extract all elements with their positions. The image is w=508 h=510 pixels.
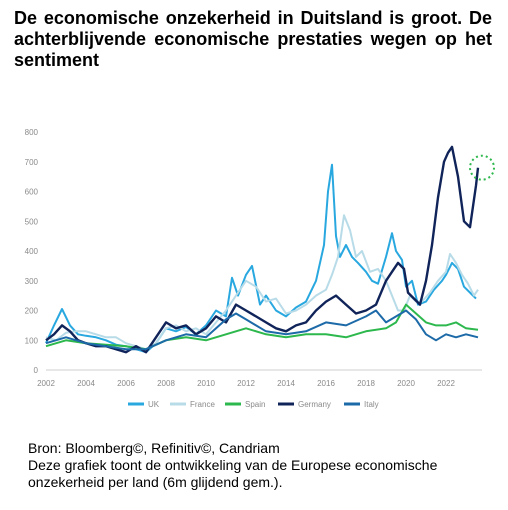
series-line-italy bbox=[45, 309, 479, 351]
footnote-text: Deze grafiek toont de ontwikkeling van d… bbox=[28, 457, 438, 490]
y-tick-label: 700 bbox=[25, 158, 39, 167]
y-tick-label: 400 bbox=[25, 247, 39, 256]
x-tick-label: 2002 bbox=[37, 379, 55, 388]
legend-label: Spain bbox=[245, 400, 265, 409]
x-tick-label: 2006 bbox=[117, 379, 135, 388]
legend-label: UK bbox=[148, 400, 160, 409]
chart-title: De economische onzekerheid in Duitsland … bbox=[14, 8, 492, 70]
legend-item-france: France bbox=[170, 400, 215, 409]
y-tick-label: 0 bbox=[34, 366, 39, 375]
x-tick-label: 2014 bbox=[277, 379, 295, 388]
legend-label: Germany bbox=[298, 400, 331, 409]
x-tick-label: 2016 bbox=[317, 379, 335, 388]
y-tick-label: 300 bbox=[25, 277, 39, 286]
y-axis-ticks: 0 100 200 300 400 500 600 700 800 bbox=[25, 128, 39, 375]
legend-item-spain: Spain bbox=[225, 400, 265, 409]
x-tick-label: 2008 bbox=[157, 379, 175, 388]
series-line-uk bbox=[45, 163, 477, 354]
legend-label: France bbox=[190, 400, 215, 409]
x-tick-label: 2010 bbox=[197, 379, 215, 388]
x-tick-label: 2018 bbox=[357, 379, 375, 388]
legend-item-germany: Germany bbox=[278, 400, 331, 409]
highlight-circle-annotation bbox=[469, 154, 495, 181]
legend-label: Italy bbox=[364, 400, 379, 409]
legend: UK France Spain Germany Italy bbox=[128, 400, 379, 409]
x-tick-label: 2020 bbox=[397, 379, 415, 388]
x-axis-ticks: 2002 2004 2006 2008 2010 2012 2014 2016 2018 2020… bbox=[37, 379, 455, 388]
series-line-germany bbox=[45, 145, 480, 354]
series-lines bbox=[45, 145, 480, 354]
x-tick-label: 2022 bbox=[437, 379, 455, 388]
y-tick-label: 200 bbox=[25, 307, 39, 316]
footer: Bron: Bloomberg©, Refinitiv©, Candriam D… bbox=[28, 440, 502, 491]
legend-item-uk: UK bbox=[128, 400, 160, 409]
series-line-france bbox=[45, 214, 479, 351]
y-tick-label: 100 bbox=[25, 336, 39, 345]
y-tick-label: 800 bbox=[25, 128, 39, 137]
source-text: Bron: Bloomberg©, Refinitiv©, Candriam bbox=[28, 440, 280, 456]
x-tick-label: 2012 bbox=[237, 379, 255, 388]
x-tick-label: 2004 bbox=[77, 379, 95, 388]
y-tick-label: 500 bbox=[25, 217, 39, 226]
legend-item-italy: Italy bbox=[344, 400, 379, 409]
y-tick-label: 600 bbox=[25, 188, 39, 197]
